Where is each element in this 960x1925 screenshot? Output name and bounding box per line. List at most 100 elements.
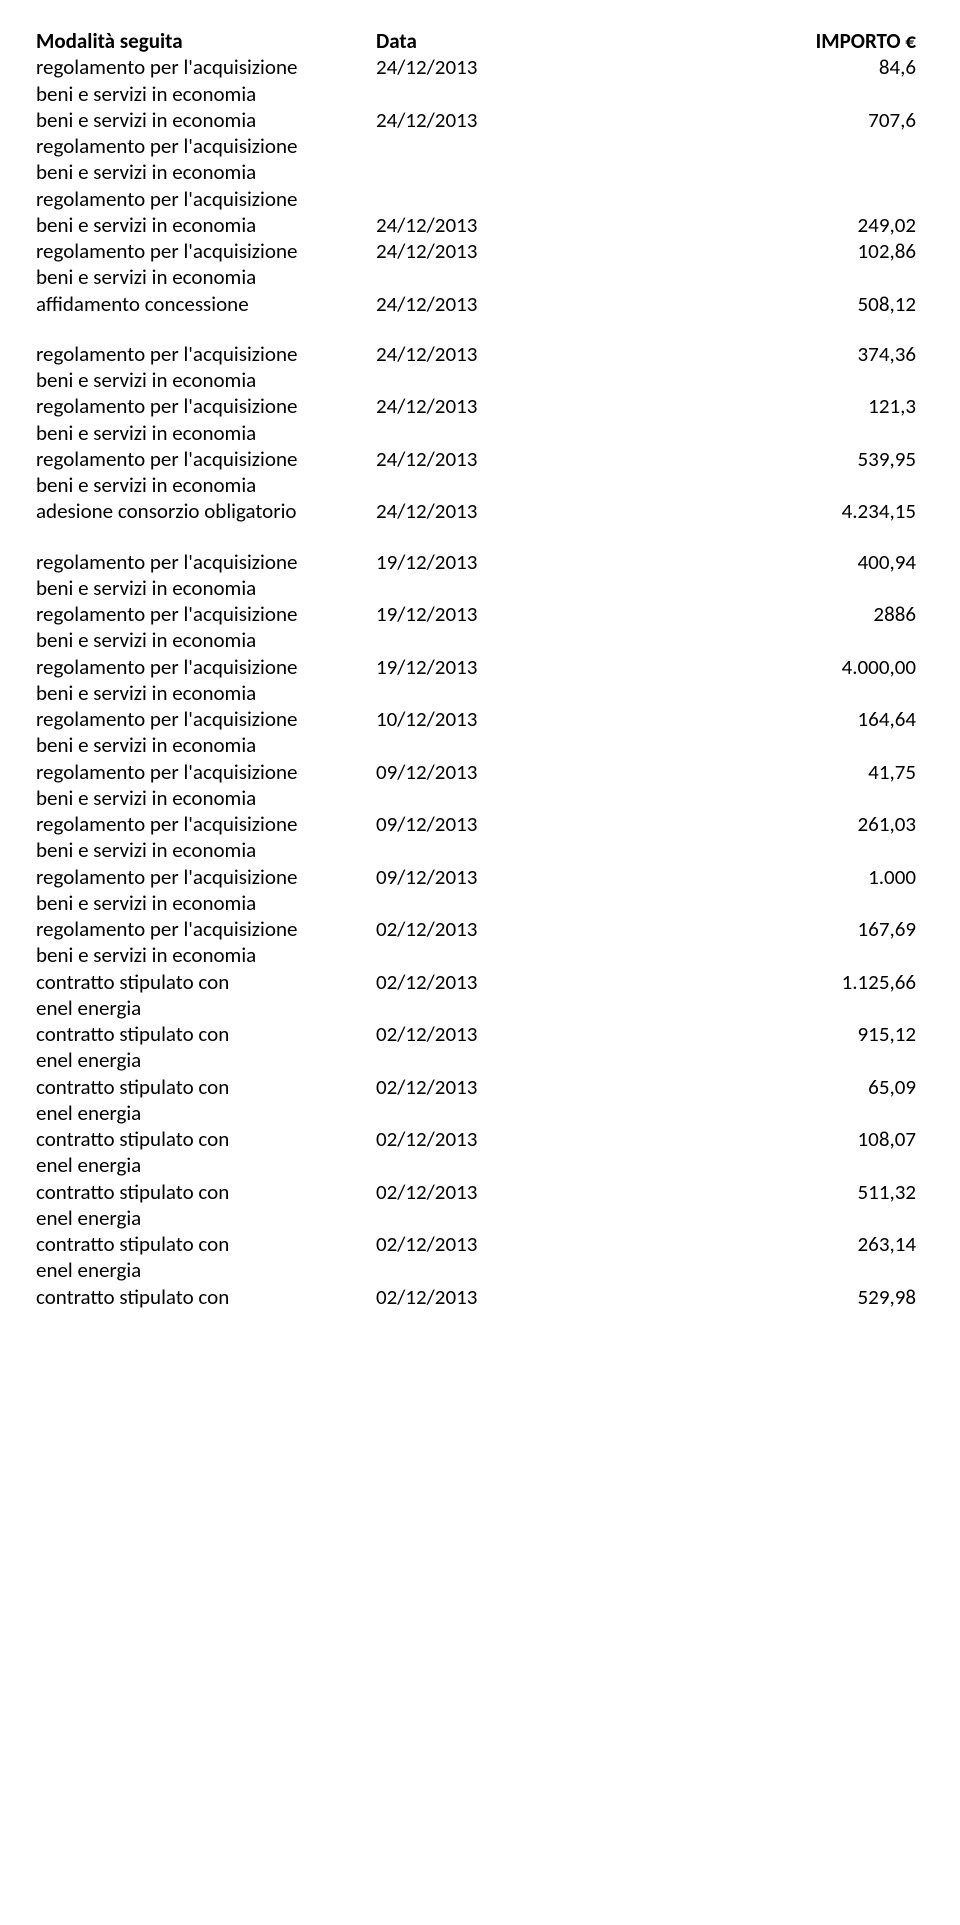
table-row: affidamento concessione24/12/2013508,12: [36, 291, 924, 317]
cell-importo: 167,69: [576, 916, 924, 942]
cell-data: 02/12/2013: [376, 1231, 576, 1257]
cell-modalita: adesione consorzio obligatorio: [36, 498, 376, 524]
cell-importo: 164,64: [576, 706, 924, 732]
cell-modalita: contratto stipulato con: [36, 1179, 376, 1205]
table-subrow: beni e servizi in economia: [36, 81, 924, 107]
cell-importo: 1.125,66: [576, 969, 924, 995]
table-row: regolamento per l'acquisizione19/12/2013…: [36, 549, 924, 575]
cell-modalita: contratto stipulato con: [36, 1231, 376, 1257]
cell-importo: 108,07: [576, 1126, 924, 1152]
table-subrow: enel energia: [36, 1257, 924, 1283]
cell-modalita: regolamento per l'acquisizione: [36, 706, 376, 732]
cell-modalita: contratto stipulato con: [36, 1021, 376, 1047]
cell-modalita: regolamento per l'acquisizione: [36, 916, 376, 942]
cell-sub: enel energia: [36, 1205, 376, 1231]
cell-modalita: regolamento per l'acquisizione: [36, 54, 376, 80]
table-subrow: beni e servizi in economia: [36, 732, 924, 758]
cell-data: 24/12/2013: [376, 446, 576, 472]
cell-modalita: contratto stipulato con: [36, 1126, 376, 1152]
cell-modalita: beni e servizi in economia: [36, 107, 376, 133]
cell-data: 24/12/2013: [376, 238, 576, 264]
cell-sub: enel energia: [36, 1152, 376, 1178]
table-subrow: enel energia: [36, 1047, 924, 1073]
table-row: contratto stipulato con02/12/201365,09: [36, 1074, 924, 1100]
table-row: contratto stipulato con02/12/2013511,32: [36, 1179, 924, 1205]
table-row: regolamento per l'acquisizione: [36, 186, 924, 212]
table-row: contratto stipulato con02/12/2013108,07: [36, 1126, 924, 1152]
table-header: Modalità seguita Data IMPORTO €: [36, 28, 924, 54]
cell-data: 02/12/2013: [376, 1284, 576, 1310]
cell-modalita: regolamento per l'acquisizione: [36, 549, 376, 575]
table-subrow: enel energia: [36, 995, 924, 1021]
cell-modalita: contratto stipulato con: [36, 1074, 376, 1100]
table-subrow: beni e servizi in economia: [36, 367, 924, 393]
cell-data: 02/12/2013: [376, 1021, 576, 1047]
table-row: regolamento per l'acquisizione19/12/2013…: [36, 654, 924, 680]
cell-modalita: regolamento per l'acquisizione: [36, 133, 376, 159]
cell-data: 24/12/2013: [376, 107, 576, 133]
table-row: regolamento per l'acquisizione09/12/2013…: [36, 811, 924, 837]
cell-data: 02/12/2013: [376, 1126, 576, 1152]
cell-importo: 1.000: [576, 864, 924, 890]
table-row: regolamento per l'acquisizione24/12/2013…: [36, 446, 924, 472]
cell-sub: beni e servizi in economia: [36, 575, 376, 601]
cell-sub: beni e servizi in economia: [36, 81, 376, 107]
row-gap: [36, 317, 924, 341]
cell-modalita: regolamento per l'acquisizione: [36, 341, 376, 367]
cell-sub: beni e servizi in economia: [36, 890, 376, 916]
table-subrow: beni e servizi in economia: [36, 680, 924, 706]
cell-data: 02/12/2013: [376, 969, 576, 995]
table-row: regolamento per l'acquisizione10/12/2013…: [36, 706, 924, 732]
cell-sub: beni e servizi in economia: [36, 732, 376, 758]
cell-data: 09/12/2013: [376, 811, 576, 837]
table-row: regolamento per l'acquisizione19/12/2013…: [36, 601, 924, 627]
cell-importo: 374,36: [576, 341, 924, 367]
cell-sub: beni e servizi in economia: [36, 627, 376, 653]
table-row: regolamento per l'acquisizione02/12/2013…: [36, 916, 924, 942]
cell-importo: 915,12: [576, 1021, 924, 1047]
col-header-data: Data: [376, 28, 576, 54]
cell-importo: 508,12: [576, 291, 924, 317]
cell-modalita: regolamento per l'acquisizione: [36, 601, 376, 627]
cell-data: 02/12/2013: [376, 1074, 576, 1100]
cell-modalita: contratto stipulato con: [36, 969, 376, 995]
table-subrow: enel energia: [36, 1152, 924, 1178]
cell-modalita: regolamento per l'acquisizione: [36, 393, 376, 419]
cell-data: 09/12/2013: [376, 864, 576, 890]
cell-modalita: contratto stipulato con: [36, 1284, 376, 1310]
table-row: contratto stipulato con02/12/2013915,12: [36, 1021, 924, 1047]
cell-sub: enel energia: [36, 1047, 376, 1073]
cell-data: 02/12/2013: [376, 1179, 576, 1205]
cell-sub: beni e servizi in economia: [36, 785, 376, 811]
table-row: regolamento per l'acquisizione24/12/2013…: [36, 238, 924, 264]
cell-sub: enel energia: [36, 1257, 376, 1283]
cell-data: 24/12/2013: [376, 54, 576, 80]
cell-importo: 4.000,00: [576, 654, 924, 680]
table-subrow: beni e servizi in economia: [36, 420, 924, 446]
row-gap: [36, 525, 924, 549]
table-row: beni e servizi in economia24/12/2013249,…: [36, 212, 924, 238]
cell-data: 10/12/2013: [376, 706, 576, 732]
table-subrow: beni e servizi in economia: [36, 472, 924, 498]
cell-modalita: beni e servizi in economia: [36, 212, 376, 238]
cell-modalita: regolamento per l'acquisizione: [36, 446, 376, 472]
table-subrow: beni e servizi in economia: [36, 627, 924, 653]
cell-data: 24/12/2013: [376, 212, 576, 238]
cell-sub: beni e servizi in economia: [36, 680, 376, 706]
cell-modalita: regolamento per l'acquisizione: [36, 864, 376, 890]
table-row: beni e servizi in economia: [36, 264, 924, 290]
cell-data: 19/12/2013: [376, 549, 576, 575]
cell-modalita: beni e servizi in economia: [36, 264, 376, 290]
table-subrow: beni e servizi in economia: [36, 575, 924, 601]
table-body: regolamento per l'acquisizione24/12/2013…: [36, 54, 924, 1310]
cell-importo: 65,09: [576, 1074, 924, 1100]
cell-data: 09/12/2013: [376, 759, 576, 785]
cell-data: 19/12/2013: [376, 654, 576, 680]
table-subrow: enel energia: [36, 1205, 924, 1231]
table-row: regolamento per l'acquisizione24/12/2013…: [36, 393, 924, 419]
cell-sub: beni e servizi in economia: [36, 942, 376, 968]
table-row: contratto stipulato con02/12/2013263,14: [36, 1231, 924, 1257]
col-header-modalita: Modalità seguita: [36, 28, 376, 54]
cell-importo: 4.234,15: [576, 498, 924, 524]
cell-data: 19/12/2013: [376, 601, 576, 627]
